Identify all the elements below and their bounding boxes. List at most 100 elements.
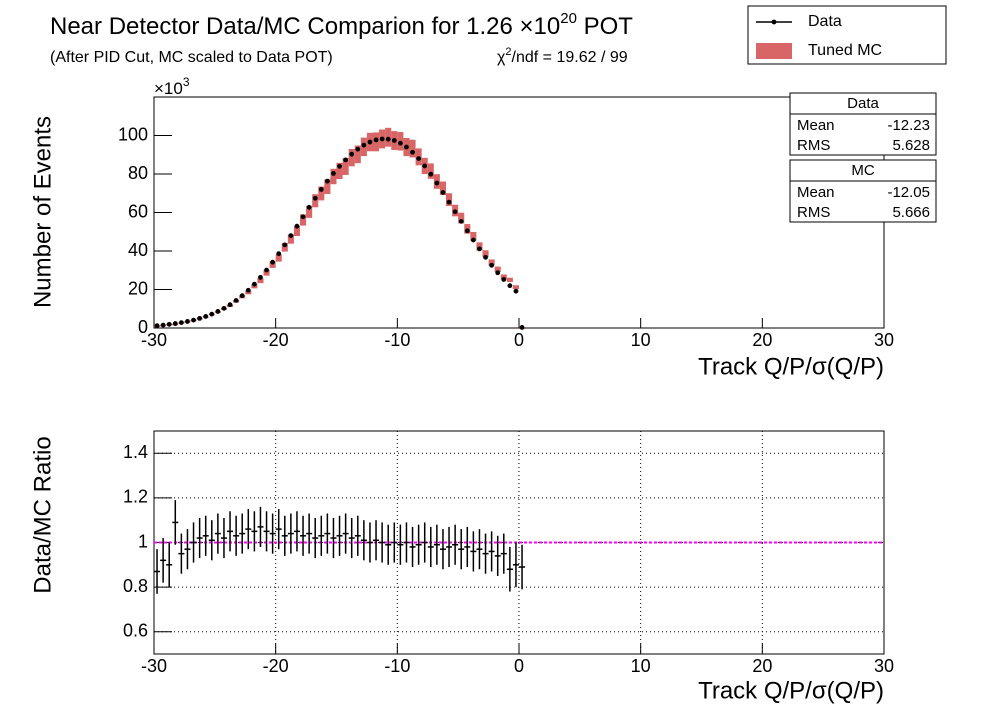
stats-title: MC	[851, 162, 874, 179]
data-point	[397, 140, 403, 146]
data-point	[312, 195, 318, 201]
x-tick-label: -30	[141, 656, 167, 676]
x-tick-label: 20	[752, 330, 772, 350]
x-tick-label: -10	[384, 656, 410, 676]
x-tick-label: 30	[874, 330, 894, 350]
mc-band	[330, 168, 337, 185]
data-point	[227, 302, 233, 308]
x-axis-label: Track Q/P/σ(Q/P)	[698, 677, 884, 704]
mc-band	[324, 179, 331, 195]
mc-band	[458, 212, 465, 224]
data-point	[264, 267, 269, 273]
mc-band	[269, 261, 276, 268]
legend-box	[747, 5, 947, 65]
data-point	[507, 283, 513, 289]
data-point	[172, 321, 178, 326]
data-point	[379, 136, 385, 142]
y-tick-label: 100	[118, 124, 148, 144]
x-tick-label: 20	[752, 656, 772, 676]
data-point	[483, 254, 488, 260]
data-point	[440, 190, 446, 195]
data-point	[258, 274, 263, 280]
stats-value: -12.05	[887, 184, 930, 201]
mc-band	[409, 139, 416, 158]
multiplier-exponent: 3	[183, 75, 190, 89]
data-point	[349, 151, 355, 157]
stats-title: Data	[847, 95, 879, 112]
mc-band	[287, 234, 294, 244]
data-point	[391, 138, 397, 143]
y-tick-label: 0.8	[123, 576, 148, 596]
data-point	[221, 305, 227, 311]
y-multiplier: ×103	[154, 75, 190, 98]
data-point	[178, 320, 184, 326]
chi2-symbol: χ	[497, 49, 506, 66]
data-point	[470, 237, 476, 243]
x-tick-label: 10	[631, 656, 651, 676]
stats-box	[789, 92, 937, 156]
data-point	[519, 325, 525, 330]
data-point	[185, 319, 190, 324]
y-tick-label: 1	[138, 531, 148, 551]
data-point	[166, 321, 172, 327]
mc-band	[512, 285, 519, 290]
data-point	[239, 293, 245, 299]
stats-label: RMS	[797, 204, 830, 221]
data-point	[428, 171, 434, 177]
data-point	[209, 311, 215, 317]
mc-band	[318, 186, 325, 201]
data-point	[191, 317, 196, 323]
stats-value: 5.666	[892, 204, 930, 221]
data-point	[324, 178, 330, 184]
data-point	[276, 251, 282, 257]
data-point	[367, 139, 373, 145]
data-point	[197, 315, 203, 321]
data-point	[495, 270, 501, 276]
data-point	[282, 242, 288, 248]
data-point	[416, 156, 422, 162]
data-point	[288, 233, 294, 239]
x-tick-label: -20	[263, 330, 289, 350]
chi2: χ2/ndf = 19.62 / 99	[497, 46, 628, 66]
chi2-text: /ndf = 19.62 / 99	[512, 49, 628, 66]
data-point	[270, 259, 276, 265]
data-point	[373, 137, 379, 143]
mc-band	[500, 274, 507, 280]
stats-value: 5.628	[892, 137, 930, 154]
data-point	[343, 157, 349, 163]
stats-label: Mean	[797, 117, 835, 134]
legend-label: Tuned MC	[808, 42, 882, 59]
mc-band	[336, 162, 343, 180]
x-tick-label: -20	[263, 656, 289, 676]
mc-band	[470, 231, 477, 241]
multiplier-base: ×10	[154, 79, 183, 98]
legend-mc-swatch	[756, 43, 792, 59]
data-point	[355, 146, 361, 152]
chi2-exponent: 2	[505, 46, 511, 58]
y-tick-label: 20	[128, 278, 148, 298]
mc-band	[263, 269, 270, 276]
mc-band	[275, 254, 282, 262]
legend-label: Data	[808, 13, 842, 30]
x-tick-label: 10	[631, 330, 651, 350]
data-point	[154, 323, 160, 329]
mc-band	[427, 163, 434, 179]
data-point	[306, 204, 312, 210]
y-tick-label: 0.6	[123, 620, 148, 640]
mc-band	[488, 259, 495, 266]
mc-band	[506, 277, 513, 282]
data-point	[446, 199, 452, 205]
title-text: Near Detector Data/MC Comparion for 1.26…	[50, 13, 560, 40]
x-tick-label: -10	[384, 330, 410, 350]
data-point	[434, 180, 440, 186]
mc-band	[342, 158, 349, 175]
mc-band	[293, 225, 300, 236]
x-tick-label: -30	[141, 330, 167, 350]
data-point	[501, 277, 507, 282]
data-point	[464, 228, 470, 234]
mc-band	[257, 278, 264, 284]
mc-band	[300, 214, 307, 226]
mc-band	[446, 193, 453, 206]
data-point	[513, 288, 519, 294]
